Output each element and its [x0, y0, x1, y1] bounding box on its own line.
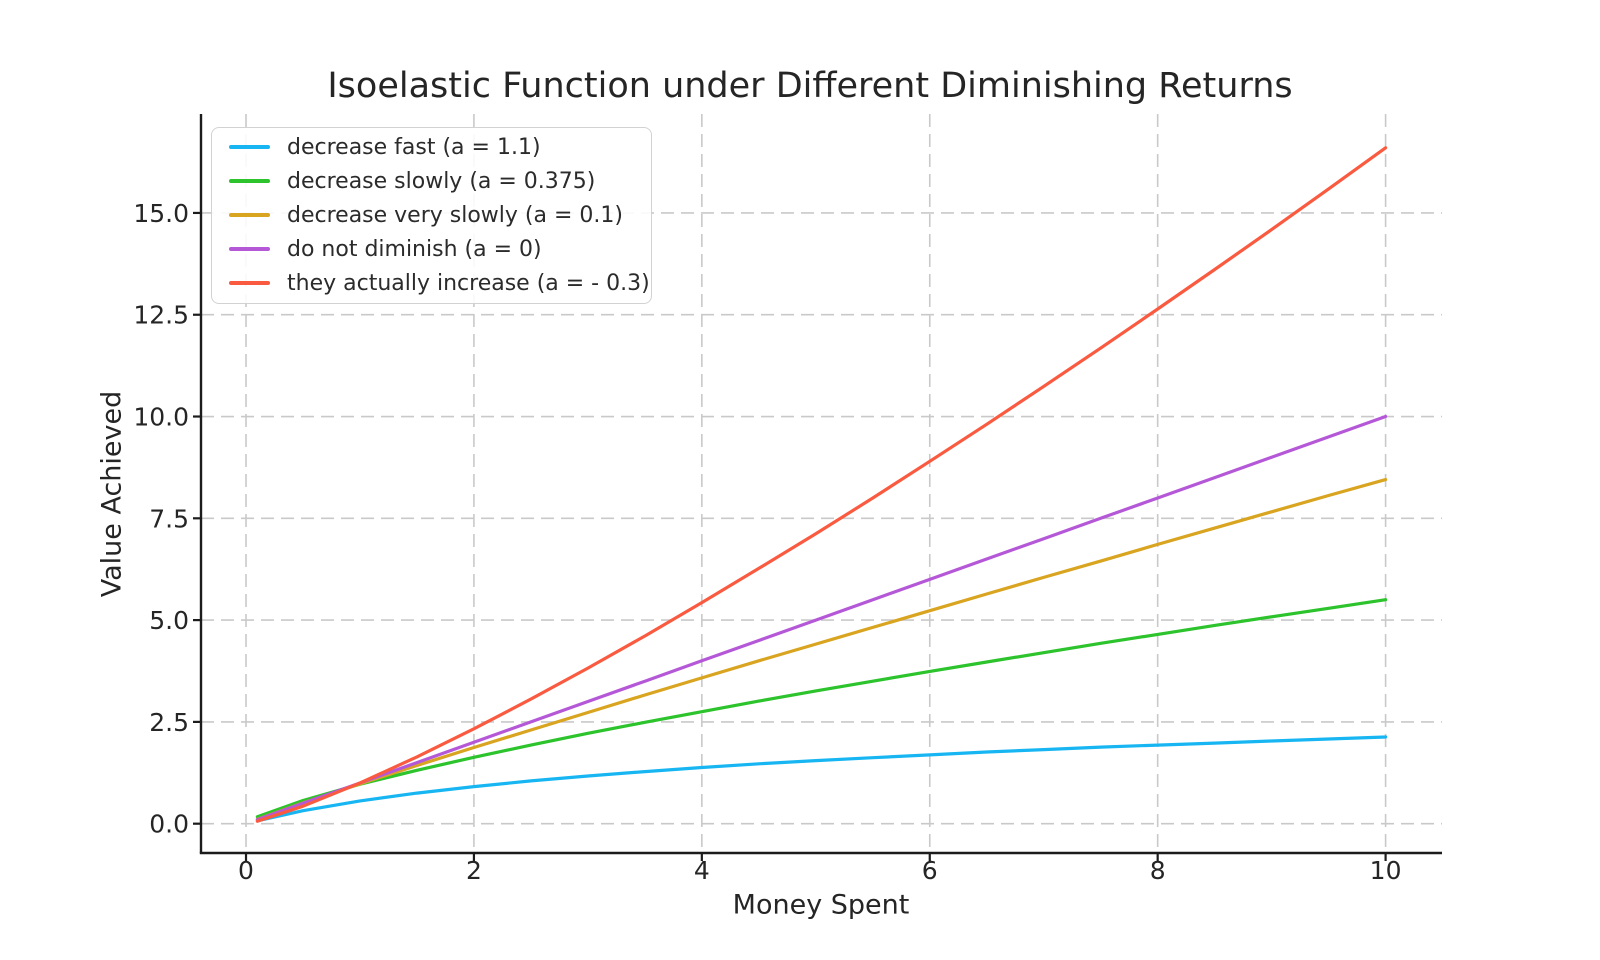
- y-tick-label: 7.5: [149, 504, 189, 533]
- legend-label: do not diminish (a = 0): [287, 236, 542, 262]
- legend-item-2: decrease very slowly (a = 0.1): [212, 198, 651, 232]
- x-tick-label: 2: [466, 856, 482, 885]
- y-tick-label: 10.0: [133, 403, 189, 432]
- y-tick-label: 12.5: [133, 301, 189, 330]
- legend-item-1: decrease slowly (a = 0.375): [212, 164, 651, 198]
- y-tick-label: 2.5: [149, 708, 189, 737]
- series-line-0: [255, 735, 1388, 823]
- x-axis-label: Money Spent: [732, 889, 910, 921]
- legend-label: decrease slowly (a = 0.375): [287, 168, 596, 194]
- series-line-2: [255, 478, 1388, 821]
- legend: decrease fast (a = 1.1) decrease slowly (…: [211, 127, 652, 304]
- legend-label: decrease fast (a = 1.1): [287, 134, 541, 160]
- series-line-1: [255, 598, 1388, 819]
- legend-label: they actually increase (a = - 0.3): [287, 270, 650, 296]
- series-line-4: [255, 146, 1388, 823]
- legend-swatch-icon: [229, 213, 270, 217]
- x-tick-label: 6: [922, 856, 938, 885]
- x-tick-label: 4: [694, 856, 710, 885]
- x-tick-label: 0: [238, 856, 254, 885]
- y-tick-label: 15.0: [133, 199, 189, 228]
- x-tick-label: 8: [1150, 856, 1166, 885]
- legend-swatch-icon: [229, 247, 270, 251]
- y-axis-label: Value Achieved: [96, 390, 128, 598]
- legend-item-0: decrease fast (a = 1.1): [212, 130, 651, 164]
- legend-item-3: do not diminish (a = 0): [212, 232, 651, 266]
- x-tick-label: 10: [1370, 856, 1402, 885]
- legend-item-4: they actually increase (a = - 0.3): [212, 266, 651, 300]
- y-tick-label: 5.0: [149, 606, 189, 635]
- legend-label: decrease very slowly (a = 0.1): [287, 202, 623, 228]
- series-line-3: [255, 414, 1388, 822]
- y-tick-label: 0.0: [149, 810, 189, 839]
- legend-swatch-icon: [229, 145, 270, 149]
- chart-title: Isoelastic Function under Different Dimi…: [327, 66, 1293, 106]
- legend-swatch-icon: [229, 179, 270, 183]
- legend-swatch-icon: [229, 281, 270, 285]
